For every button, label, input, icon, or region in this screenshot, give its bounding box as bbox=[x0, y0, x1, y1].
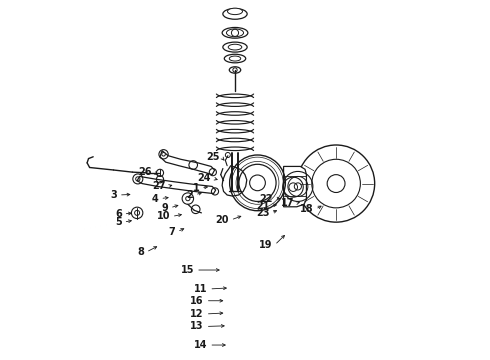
Text: 8: 8 bbox=[137, 247, 144, 257]
Circle shape bbox=[297, 145, 375, 222]
Text: 17: 17 bbox=[281, 198, 294, 208]
Text: 14: 14 bbox=[194, 340, 207, 350]
Text: 9: 9 bbox=[161, 203, 168, 213]
Text: 21: 21 bbox=[256, 201, 270, 211]
Ellipse shape bbox=[229, 56, 241, 61]
Text: 16: 16 bbox=[191, 296, 204, 306]
Ellipse shape bbox=[228, 44, 242, 50]
Polygon shape bbox=[284, 166, 306, 207]
Text: 20: 20 bbox=[216, 215, 229, 225]
Text: 13: 13 bbox=[191, 321, 204, 332]
Text: 19: 19 bbox=[259, 240, 273, 250]
Text: 10: 10 bbox=[156, 211, 170, 221]
Ellipse shape bbox=[224, 54, 245, 63]
Text: 7: 7 bbox=[169, 227, 175, 237]
Ellipse shape bbox=[222, 27, 248, 38]
Text: 4: 4 bbox=[152, 194, 159, 203]
Text: 5: 5 bbox=[115, 217, 122, 227]
Text: 1: 1 bbox=[193, 183, 199, 193]
Text: 26: 26 bbox=[138, 167, 151, 177]
Text: 27: 27 bbox=[152, 181, 166, 192]
Text: 18: 18 bbox=[300, 204, 314, 214]
Ellipse shape bbox=[223, 42, 247, 52]
Text: 12: 12 bbox=[191, 309, 204, 319]
Text: 11: 11 bbox=[194, 284, 207, 294]
Text: 25: 25 bbox=[206, 152, 220, 162]
Text: 15: 15 bbox=[181, 265, 194, 275]
Text: 2: 2 bbox=[187, 190, 193, 200]
Text: 23: 23 bbox=[256, 208, 270, 218]
Ellipse shape bbox=[227, 8, 243, 15]
Ellipse shape bbox=[223, 9, 247, 19]
Circle shape bbox=[162, 153, 165, 156]
Text: 22: 22 bbox=[259, 194, 273, 203]
Text: 24: 24 bbox=[197, 173, 211, 183]
Text: 6: 6 bbox=[115, 209, 122, 219]
Text: 3: 3 bbox=[110, 190, 117, 200]
Ellipse shape bbox=[226, 29, 244, 37]
